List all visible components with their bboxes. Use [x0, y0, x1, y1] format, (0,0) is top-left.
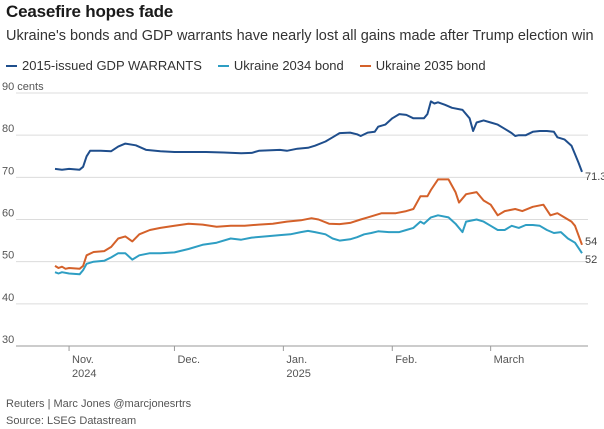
series-lines [54, 100, 583, 276]
y-tick-label: 40 [2, 292, 14, 304]
chart-subtitle: Ukraine's bonds and GDP warrants have ne… [6, 28, 594, 44]
legend-swatch-bond2034 [217, 64, 229, 67]
source-line: Source: LSEG Datastream [6, 415, 137, 427]
series-line-warrants [54, 100, 583, 173]
series-line-bond2034 [54, 214, 583, 276]
series-line-bond2035 [54, 178, 583, 270]
gridlines [16, 92, 588, 351]
legend-swatch-bond2035 [359, 64, 371, 67]
y-tick-label: 60 [2, 208, 14, 220]
chart-title: Ceasefire hopes fade [6, 2, 174, 21]
x-tick-sublabel: 2024 [72, 368, 96, 380]
chart-legend: 2015-issued GDP WARRANTS Ukraine 2034 bo… [6, 58, 502, 73]
axis-labels: 90 cents 80 70 60 50 40 30 Nov. 2024 Dec. Jan. 2025… [2, 81, 604, 380]
end-value-label-warrants: 71.3 [585, 171, 604, 183]
credit-line: Reuters | Marc Jones @marcjonesrtrs [6, 398, 192, 410]
legend-item-bond2034: Ukraine 2034 bond [217, 58, 344, 73]
legend-swatch-warrants [6, 64, 17, 67]
x-tick-label: March [494, 354, 525, 366]
x-tick-sublabel: 2025 [286, 368, 310, 380]
legend-item-bond2035: Ukraine 2035 bond [359, 58, 486, 73]
end-value-label-bond2035: 54 [585, 236, 597, 248]
y-tick-label: 80 [2, 123, 14, 135]
x-tick-label: Dec. [177, 354, 200, 366]
y-tick-label: 50 [2, 250, 14, 262]
end-value-label-bond2034: 52 [585, 254, 597, 266]
x-tick-label: Feb. [395, 354, 417, 366]
legend-item-warrants: 2015-issued GDP WARRANTS [6, 58, 202, 73]
x-tick-label: Jan. [286, 354, 307, 366]
legend-label-warrants: 2015-issued GDP WARRANTS [22, 58, 202, 73]
legend-label-bond2034: Ukraine 2034 bond [233, 58, 344, 73]
line-chart: 90 cents 80 70 60 50 40 30 Nov. 2024 Dec. Jan. 2025… [2, 81, 604, 380]
y-tick-label: 90 cents [2, 81, 44, 93]
y-tick-label: 30 [2, 334, 14, 346]
y-tick-label: 70 [2, 165, 14, 177]
legend-label-bond2035: Ukraine 2035 bond [375, 58, 486, 73]
x-tick-label: Nov. [72, 354, 94, 366]
